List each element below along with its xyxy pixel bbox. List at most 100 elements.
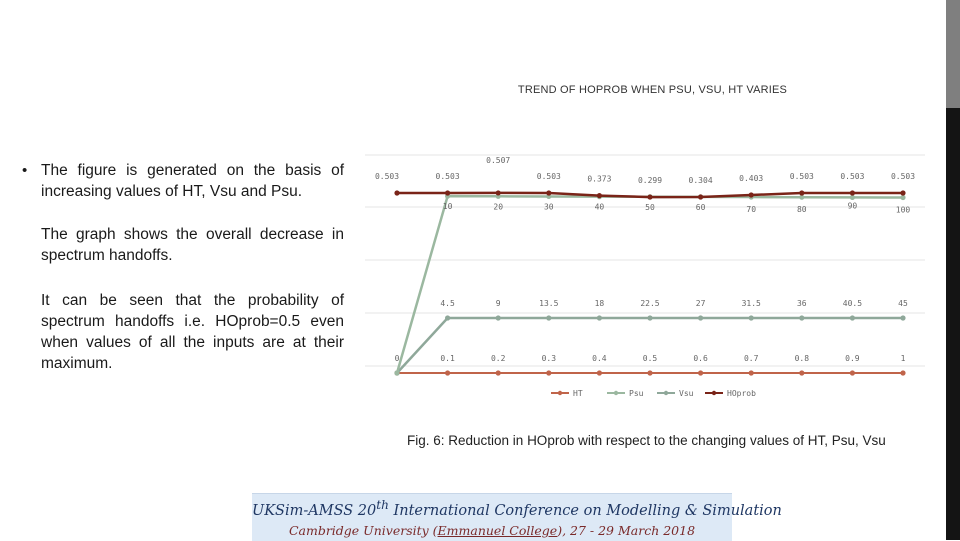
data-label-psu: 50 [645, 203, 655, 212]
bullet-marker: • [22, 162, 28, 179]
data-label-psu: 10 [443, 202, 453, 211]
data-point-ht [748, 370, 754, 376]
legend-label-psu: Psu [629, 389, 644, 398]
data-label-ht: 0.2 [491, 354, 506, 363]
data-label-ht: 0.5 [643, 354, 658, 363]
data-label-hoprob: 0.304 [689, 176, 713, 185]
data-point-ht [647, 370, 653, 376]
data-point-ht [445, 370, 451, 376]
data-label-psu: 100 [896, 206, 911, 215]
data-label-vsu: 36 [797, 299, 807, 308]
data-label-vsu: 27 [696, 299, 706, 308]
data-point-vsu [698, 315, 704, 321]
banner-line-2: Cambridge University (Emmanuel College),… [252, 523, 732, 538]
data-point-vsu [596, 315, 602, 321]
data-label-hoprob: 0.503 [537, 172, 561, 181]
data-label-psu: 80 [797, 205, 807, 214]
data-label-ht: 0.6 [693, 354, 708, 363]
data-label-vsu: 4.5 [440, 299, 455, 308]
right-accent-bar-top [946, 0, 960, 108]
data-label-vsu: 22.5 [640, 299, 659, 308]
banner-college-link[interactable]: Emmanuel College [437, 522, 558, 538]
banner-line-1: UKSim-AMSS 20th International Conference… [252, 498, 782, 519]
data-label-psu: 20 [493, 202, 503, 211]
data-label-ht: 0.4 [592, 354, 607, 363]
data-point-vsu [495, 315, 501, 321]
data-label-hoprob: 0.503 [790, 172, 814, 181]
data-point-hoprob [546, 190, 552, 196]
legend-marker-psu [613, 390, 619, 396]
data-label-vsu: 45 [898, 299, 908, 308]
data-point-hoprob [647, 194, 653, 200]
legend-label-ht: HT [573, 389, 583, 398]
data-point-ht [596, 370, 602, 376]
data-label-hoprob: 0.403 [739, 174, 763, 183]
data-point-hoprob [596, 193, 602, 199]
data-point-ht [849, 370, 855, 376]
data-point-vsu [546, 315, 552, 321]
data-point-ht [799, 370, 805, 376]
data-label-ht: 0 [395, 354, 400, 363]
data-point-hoprob [394, 190, 400, 196]
banner-line-1-post: International Conference on Modelling & … [388, 502, 782, 519]
legend-label-vsu: Vsu [679, 389, 694, 398]
data-label-ht: 0.3 [542, 354, 557, 363]
right-accent-bar-bottom [946, 108, 960, 540]
data-point-vsu [445, 315, 451, 321]
data-label-hoprob: 0.503 [840, 172, 864, 181]
data-label-hoprob: 0.299 [638, 176, 662, 185]
legend-label-hoprob: HOprob [727, 389, 756, 398]
paragraph-3: It can be seen that the probability of s… [41, 292, 344, 372]
bullet-text-block: • The figure is generated on the basis o… [22, 160, 344, 374]
data-point-psu [394, 370, 400, 376]
banner-line-1-pre: UKSim-AMSS 20 [252, 502, 377, 519]
data-label-ht: 0.1 [440, 354, 455, 363]
legend-marker-hoprob [711, 390, 717, 396]
paragraph-1: The figure is generated on the basis of … [41, 162, 344, 200]
data-label-vsu: 9 [496, 299, 501, 308]
figure-caption: Fig. 6: Reduction in HOprob with respect… [407, 433, 886, 448]
data-point-ht [546, 370, 552, 376]
data-point-hoprob [495, 190, 501, 196]
data-label-psu: 60 [696, 203, 706, 212]
conference-banner: UKSim-AMSS 20th International Conference… [252, 493, 782, 541]
data-point-hoprob [445, 190, 451, 196]
data-point-hoprob [698, 194, 704, 200]
data-point-ht [900, 370, 906, 376]
data-label-hoprob: 0.503 [436, 172, 460, 181]
data-label-ht: 1 [901, 354, 906, 363]
data-label-hoprob: 0.503 [891, 172, 915, 181]
banner-line-2-post: ), 27 - 29 March 2018 [557, 522, 696, 538]
line-chart: 0 0.1 0.2 0.3 0.4 0.5 0.6 0.7 0.8 0.9 1 4.5 9 13.5 18 2… [365, 154, 925, 398]
data-point-psu [799, 194, 805, 200]
series-line-psu [395, 194, 904, 374]
data-label-ht: 0.9 [845, 354, 860, 363]
data-label-hoprob: 0.373 [587, 175, 611, 184]
data-label-vsu: 40.5 [843, 299, 862, 308]
data-point-ht [698, 370, 704, 376]
data-point-hoprob [900, 190, 906, 196]
data-point-vsu [900, 315, 906, 321]
data-point-vsu [647, 315, 653, 321]
legend-marker-vsu [663, 390, 669, 396]
data-label-ht: 0.8 [795, 354, 810, 363]
data-label-vsu: 13.5 [539, 299, 558, 308]
data-label-psu: 40 [595, 203, 605, 212]
series-line-vsu [396, 316, 903, 374]
data-label-psu: 30 [544, 202, 554, 211]
paragraph-2: The graph shows the overall decrease in … [41, 226, 344, 264]
legend-marker-ht [557, 390, 563, 396]
data-point-vsu [748, 315, 754, 321]
banner-line-1-sup: th [376, 498, 389, 512]
data-label-hoprob: 0.503 [375, 172, 399, 181]
data-label-hoprob: 0.507 [486, 156, 510, 165]
data-point-hoprob [748, 192, 754, 198]
data-point-psu [849, 194, 855, 200]
data-label-psu: 90 [848, 201, 858, 210]
data-label-psu: 70 [746, 205, 756, 214]
data-point-vsu [849, 315, 855, 321]
data-label-vsu: 18 [595, 299, 605, 308]
data-point-hoprob [799, 190, 805, 196]
data-point-psu [900, 194, 906, 201]
data-point-ht [495, 370, 501, 376]
